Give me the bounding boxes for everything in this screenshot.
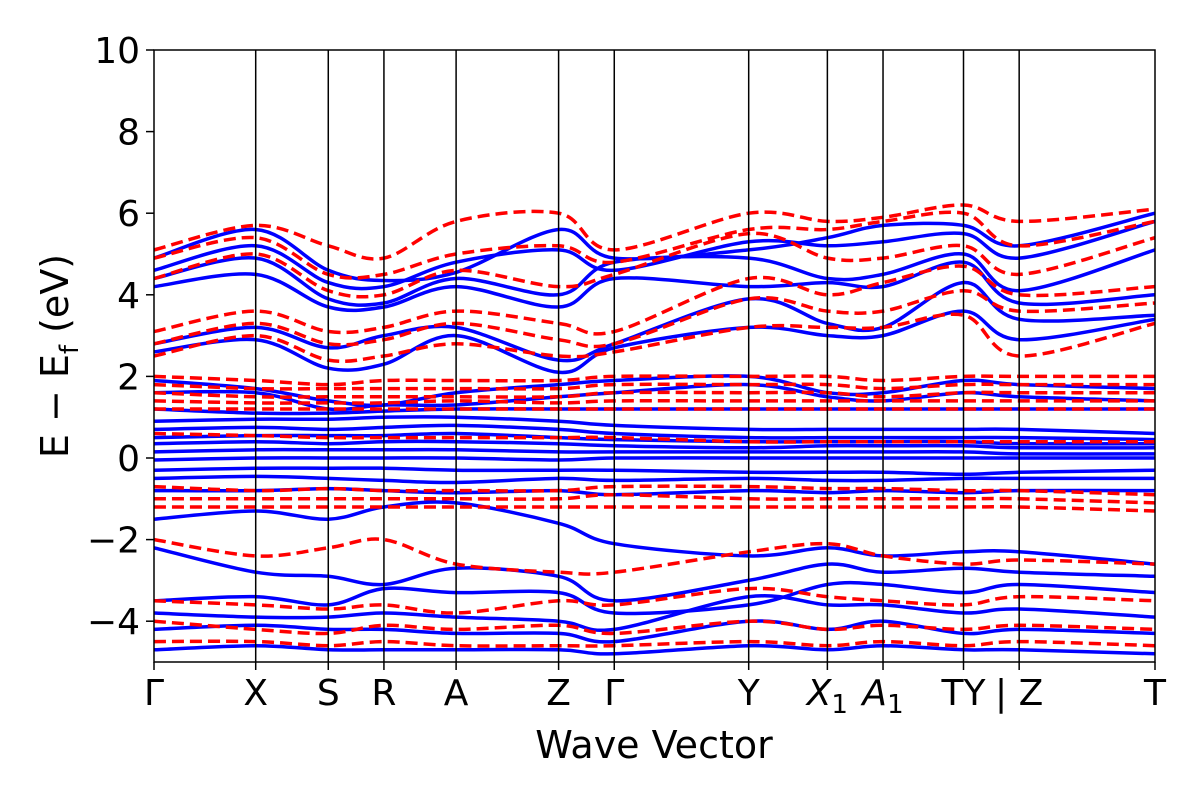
- y-tick-label: 10: [94, 31, 140, 72]
- x-tick-label: Γ: [144, 673, 164, 714]
- x-tick-label: Y: [737, 673, 761, 714]
- y-tick-label: 8: [117, 113, 140, 154]
- x-tick-label: | Z: [995, 673, 1043, 714]
- y-axis-ticks: 10 8 6 4 2 0 −2 −4: [87, 31, 154, 643]
- y-tick-label: 4: [117, 276, 140, 317]
- x-tick-label: TY: [941, 673, 987, 714]
- band-dashed-3: [154, 264, 1155, 336]
- y-tick-label: 2: [117, 357, 140, 398]
- x-tick-label: A1: [860, 673, 903, 720]
- y-tick-label: 6: [117, 194, 140, 235]
- x-tick-label: X: [243, 673, 268, 714]
- x-tick-label: T: [1143, 673, 1167, 714]
- x-tick-label: R: [371, 673, 396, 714]
- band-dashed-4: [154, 288, 1155, 349]
- y-tick-label: 0: [117, 439, 140, 480]
- y-axis-title-sub: f: [55, 344, 85, 354]
- x-tick-label: X1: [805, 673, 848, 720]
- x-tick-label: A: [444, 673, 469, 714]
- x-axis-title: Wave Vector: [535, 723, 773, 767]
- x-tick-label: Γ: [604, 673, 624, 714]
- x-tick-label: S: [317, 673, 340, 714]
- y-tick-label: −2: [87, 521, 140, 562]
- band-dashed-1: [154, 210, 1155, 280]
- high-symmetry-lines: [254, 50, 1020, 662]
- y-axis-title: E − Ef (eV): [33, 254, 85, 458]
- y-axis-title-unit: (eV): [33, 254, 77, 345]
- x-tick-label: Z: [546, 673, 571, 714]
- y-tick-label: −4: [87, 602, 140, 643]
- y-axis-title-main: E − E: [33, 354, 77, 458]
- plot-frame: [153, 49, 1156, 663]
